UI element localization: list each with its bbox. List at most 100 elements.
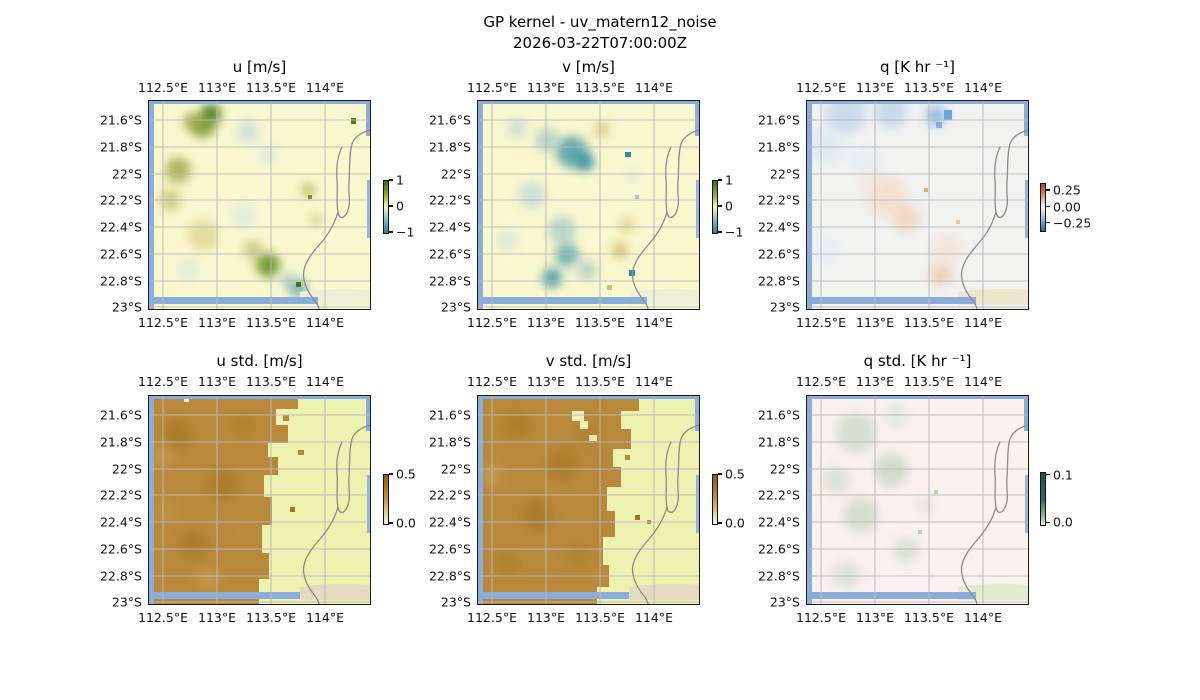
panel-title: u [m/s] <box>232 58 287 76</box>
lon-tick-label: 113.5°E <box>904 80 954 95</box>
lat-tick-label: 22°S <box>440 461 471 477</box>
lon-tick-label: 114°E <box>963 315 1003 330</box>
colorbar-tick <box>718 522 722 524</box>
lat-tick-label: 22°S <box>111 461 142 477</box>
lat-tick-label: 21.6°S <box>757 112 800 128</box>
panel-title: q [K hr ⁻¹] <box>880 58 955 76</box>
colorbar: 1 0 −1 <box>383 173 443 240</box>
colorbar: 1 0 −1 <box>712 173 772 240</box>
lat-tick-label: 21.6°S <box>428 112 471 128</box>
lat-tick-label: 21.8°S <box>99 139 142 155</box>
lon-tick-label: 113°E <box>197 610 237 625</box>
colorbar-tick <box>1046 189 1050 191</box>
lat-tick-label: 21.8°S <box>757 434 800 450</box>
lat-tick-label: 22.8°S <box>428 273 471 289</box>
lat-tick-label: 22.6°S <box>99 246 142 262</box>
lon-tick-label: 112.5°E <box>796 315 846 330</box>
colorbar-gradient <box>712 474 718 525</box>
lon-tick-label: 113.5°E <box>246 80 296 95</box>
figure-timestamp: 2026-03-22T07:00:00Z <box>513 34 687 52</box>
lon-tick-label: 112.5°E <box>467 80 517 95</box>
lat-tick-label: 22.2°S <box>99 192 142 208</box>
lon-tick-label: 113.5°E <box>575 610 625 625</box>
colorbar-tick-label: 0.0 <box>396 515 416 531</box>
lat-tick-label: 22.8°S <box>757 568 800 584</box>
lat-tick-label: 22.4°S <box>428 219 471 235</box>
colorbar-tick-label: 0 <box>396 198 404 214</box>
lat-tick-label: 22.4°S <box>428 514 471 530</box>
lat-tick-label: 21.8°S <box>99 434 142 450</box>
lon-tick-label: 113°E <box>855 374 895 389</box>
colorbar-tick-label: 0 <box>725 198 733 214</box>
lon-tick-label: 114°E <box>963 80 1003 95</box>
lon-tick-label: 114°E <box>634 315 674 330</box>
lat-tick-label: 21.6°S <box>99 407 142 423</box>
lon-tick-label: 113°E <box>197 80 237 95</box>
lat-tick-label: 21.8°S <box>757 139 800 155</box>
colorbar-tick-label: 0.25 <box>1053 182 1081 198</box>
lon-tick-label: 114°E <box>634 80 674 95</box>
colorbar: 0.25 0.00 −0.25 <box>1040 182 1100 232</box>
lat-tick-label: 21.6°S <box>757 407 800 423</box>
lat-tick-label: 22°S <box>111 166 142 182</box>
lat-tick-label: 21.6°S <box>99 112 142 128</box>
lat-tick-label: 23°S <box>440 594 471 610</box>
map-image <box>806 100 1029 310</box>
colorbar: 0.1 0.0 <box>1040 467 1100 530</box>
lat-tick-label: 22.2°S <box>428 192 471 208</box>
colorbar-tick-label: 0.0 <box>1053 514 1073 530</box>
lat-tick-label: 22.8°S <box>757 273 800 289</box>
colorbar-tick-label: 1 <box>725 172 733 188</box>
lon-tick-label: 113.5°E <box>246 315 296 330</box>
lon-tick-label: 112.5°E <box>138 315 188 330</box>
lat-tick-label: 22.6°S <box>757 246 800 262</box>
colorbar-tick-label: −0.25 <box>1053 215 1092 230</box>
lon-tick-label: 114°E <box>305 315 345 330</box>
lat-tick-label: 22.2°S <box>757 487 800 503</box>
lon-tick-label: 113°E <box>526 610 566 625</box>
lat-tick-label: 22.6°S <box>428 541 471 557</box>
lon-tick-label: 112.5°E <box>796 374 846 389</box>
colorbar-tick-label: −1 <box>725 224 744 240</box>
lon-tick-label: 114°E <box>634 374 674 389</box>
colorbar-tick <box>389 179 393 181</box>
lon-tick-label: 113.5°E <box>575 315 625 330</box>
colorbar-tick <box>1046 205 1050 208</box>
lat-tick-label: 22.8°S <box>99 568 142 584</box>
lat-tick-label: 21.8°S <box>428 139 471 155</box>
panel-title: u std. [m/s] <box>216 352 303 370</box>
lon-tick-label: 113.5°E <box>904 374 954 389</box>
panel-title: v std. [m/s] <box>545 352 632 370</box>
lon-tick-label: 113°E <box>526 374 566 389</box>
lon-tick-label: 113°E <box>197 374 237 389</box>
colorbar: 0.5 0.0 <box>383 467 443 531</box>
lat-tick-label: 23°S <box>440 299 471 315</box>
lat-tick-label: 22°S <box>440 166 471 182</box>
lat-tick-label: 22.6°S <box>99 541 142 557</box>
lat-tick-label: 21.6°S <box>428 407 471 423</box>
colorbar-tick-label: 0.5 <box>396 466 416 482</box>
colorbar-gradient <box>712 180 718 234</box>
lon-tick-label: 113°E <box>197 315 237 330</box>
lat-tick-label: 22.4°S <box>757 514 800 530</box>
map-image <box>477 100 700 310</box>
lat-tick-label: 22°S <box>769 166 800 182</box>
colorbar-tick <box>1046 473 1050 476</box>
lon-tick-label: 113.5°E <box>575 80 625 95</box>
map-image <box>806 395 1029 605</box>
lat-tick-label: 22.2°S <box>99 487 142 503</box>
lon-tick-label: 114°E <box>963 610 1003 625</box>
colorbar-tick <box>1046 221 1050 224</box>
lat-tick-label: 22.8°S <box>428 568 471 584</box>
lat-tick-label: 22.2°S <box>428 487 471 503</box>
lat-tick-label: 22.4°S <box>99 219 142 235</box>
figure-title: GP kernel - uv_matern12_noise <box>483 13 717 31</box>
lat-tick-label: 22°S <box>769 461 800 477</box>
colorbar-tick <box>1046 521 1050 524</box>
colorbar-gradient <box>383 180 389 234</box>
lon-tick-label: 113°E <box>526 80 566 95</box>
lon-tick-label: 112.5°E <box>796 80 846 95</box>
lon-tick-label: 112.5°E <box>796 610 846 625</box>
lat-tick-label: 22.6°S <box>757 541 800 557</box>
